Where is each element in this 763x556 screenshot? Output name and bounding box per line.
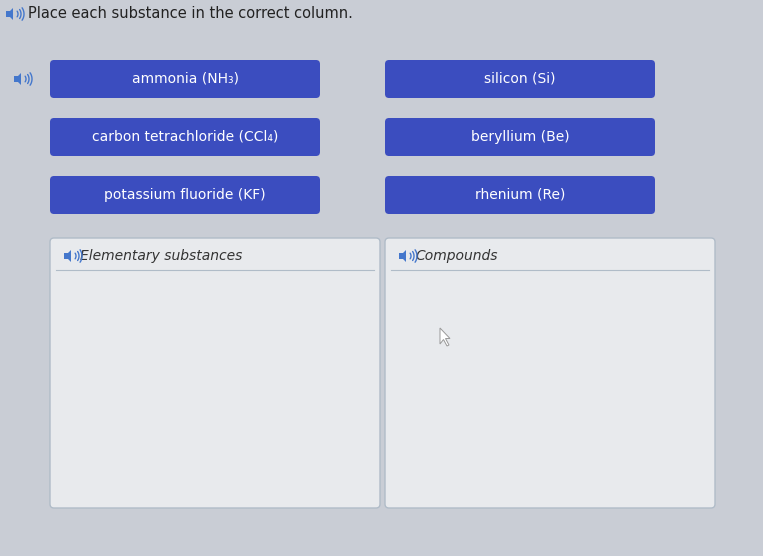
FancyBboxPatch shape [385,60,655,98]
Text: carbon tetrachloride (CCl₄): carbon tetrachloride (CCl₄) [92,130,278,144]
Text: Compounds: Compounds [415,249,497,263]
Text: beryllium (Be): beryllium (Be) [471,130,569,144]
FancyBboxPatch shape [50,238,380,508]
Polygon shape [399,250,406,262]
Polygon shape [64,250,71,262]
Text: rhenium (Re): rhenium (Re) [475,188,565,202]
Polygon shape [6,8,13,20]
Polygon shape [14,73,21,85]
Text: Place each substance in the correct column.: Place each substance in the correct colu… [28,7,353,22]
Text: potassium fluoride (KF): potassium fluoride (KF) [105,188,266,202]
FancyBboxPatch shape [385,238,715,508]
FancyBboxPatch shape [50,60,320,98]
FancyBboxPatch shape [385,118,655,156]
Text: silicon (Si): silicon (Si) [485,72,555,86]
FancyBboxPatch shape [50,118,320,156]
Polygon shape [440,328,450,346]
FancyBboxPatch shape [385,176,655,214]
Text: Elementary substances: Elementary substances [80,249,243,263]
FancyBboxPatch shape [50,176,320,214]
Text: ammonia (NH₃): ammonia (NH₃) [131,72,239,86]
